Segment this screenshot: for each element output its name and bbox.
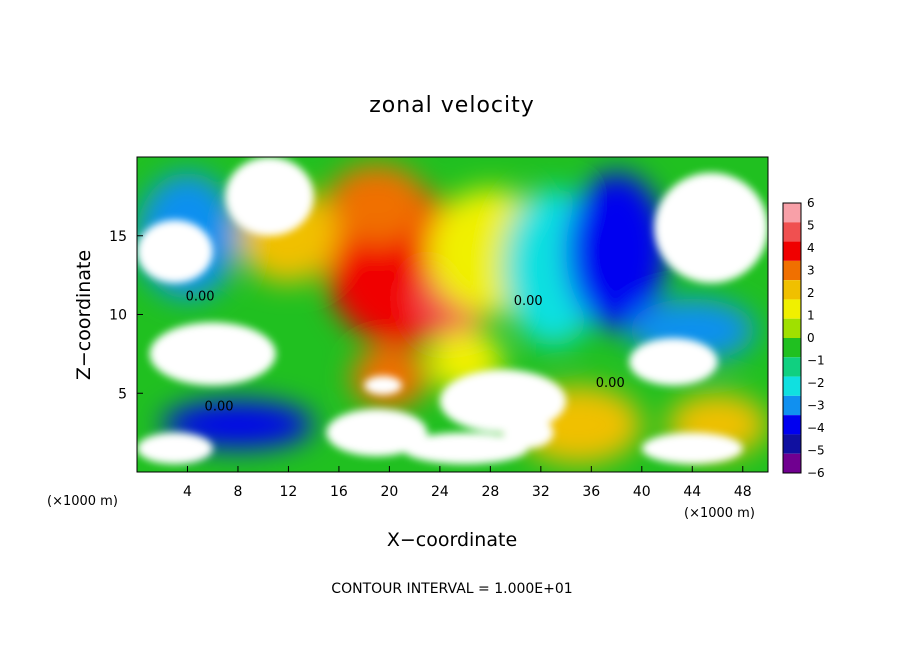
y-axis-ticks: 5 10 15 [109,229,143,402]
x-axis-title: X−coordinate [387,529,517,551]
colorbar-label-7: −1 [807,354,825,368]
out-of-range-region-0 [225,157,314,236]
colorbar: 6 5 4 3 2 1 0 −1 −2 −3 −4 −5 −6 [782,196,825,480]
colorbar-swatch-9 [783,376,801,396]
colorbar-swatch-6 [783,318,801,338]
contour-label-0: 0.00 [186,289,215,304]
x-unit-right: (×1000 m) [684,506,755,521]
colorbar-label-10: −4 [807,421,825,435]
x-tick-label-8: 36 [582,484,600,500]
colorbar-label-2: 4 [807,241,815,255]
colorbar-swatch-7 [783,338,801,358]
colorbar-swatch-5 [783,299,801,319]
out-of-range-region-6 [137,432,213,465]
plot-area [136,156,769,473]
x-tick-label-6: 28 [481,484,499,500]
x-tick-label-1: 8 [233,484,242,500]
x-tick-label-7: 32 [532,484,550,500]
y-axis-title: Z−coordinate [73,250,95,380]
colorbar-swatch-2 [783,241,801,261]
x-tick-label-10: 44 [683,484,701,500]
field-blob-2 [326,164,428,244]
colorbar-swatch-11 [783,415,801,435]
out-of-range-region-3 [149,322,276,386]
colorbar-label-11: −5 [807,444,825,458]
out-of-range-region-11 [502,416,554,449]
colorbar-swatch-0 [783,203,801,223]
out-of-range-region-8 [402,432,529,465]
out-of-range-region-1 [137,220,213,283]
contour-interval-note: CONTOUR INTERVAL = 1.000E+01 [331,581,572,597]
colorbar-swatch-4 [783,280,801,300]
out-of-range-region-7 [326,409,428,457]
y-tick-label-2: 15 [109,229,127,245]
colorbar-label-1: 5 [807,219,815,233]
colorbar-label-3: 3 [807,264,815,278]
x-tick-label-0: 4 [183,484,192,500]
contour-label-2: 0.00 [514,294,543,309]
colorbar-label-6: 0 [807,331,815,345]
y-tick-label-0: 5 [118,386,127,402]
out-of-range-region-10 [364,375,403,395]
x-tick-label-3: 16 [330,484,348,500]
colorbar-frame [782,202,802,474]
out-of-range-region-5 [629,338,718,386]
colorbar-swatch-10 [783,395,801,416]
colorbar-swatch-13 [783,453,801,473]
colorbar-swatch-3 [783,260,801,281]
colorbar-label-5: 1 [807,309,815,323]
out-of-range-region-9 [641,432,743,465]
out-of-range-region-4 [439,369,567,433]
contour-lines: 0.00 0.00 0.00 0.00 [186,289,625,414]
field-blob-6 [566,172,668,331]
y-tick-label-1: 10 [109,308,127,324]
x-tick-label-11: 48 [734,484,752,500]
contour-label-1: 0.00 [205,400,234,415]
out-of-range-region-2 [654,172,768,283]
x-unit-left: (×1000 m) [47,494,118,509]
x-axis-ticks: 4 8 12 16 20 24 28 32 36 40 44 48 [183,466,752,500]
colorbar-swatch-1 [783,222,801,242]
colorbar-swatch-8 [783,357,801,377]
colorbar-label-4: 2 [807,286,815,300]
colorbar-label-0: 6 [807,196,815,210]
field-blob-11 [162,401,314,449]
contour-label-3: 0.00 [596,376,625,391]
colorbar-label-9: −3 [807,399,825,413]
colorbar-label-8: −2 [807,376,825,390]
colorbar-swatch-12 [783,434,801,454]
x-tick-label-2: 12 [280,484,298,500]
x-tick-label-4: 20 [380,484,398,500]
colorbar-label-12: −6 [807,466,825,480]
chart-title: zonal velocity [369,93,535,118]
x-tick-label-9: 40 [633,484,651,500]
x-tick-label-5: 24 [431,484,449,500]
